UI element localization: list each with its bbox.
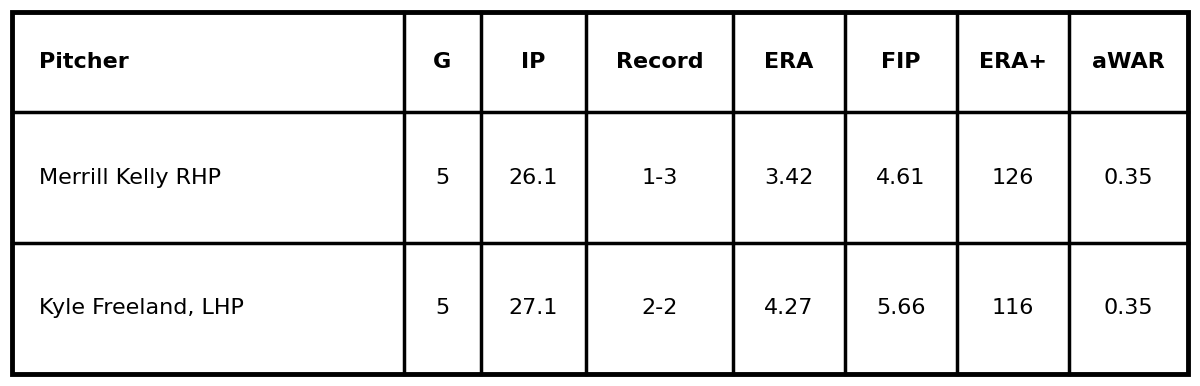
Text: 0.35: 0.35 [1104, 168, 1153, 188]
Text: 5: 5 [436, 298, 450, 318]
Text: 4.61: 4.61 [876, 168, 925, 188]
Text: aWAR: aWAR [1092, 52, 1165, 72]
Text: Merrill Kelly RHP: Merrill Kelly RHP [40, 168, 222, 188]
Text: 3.42: 3.42 [764, 168, 814, 188]
Text: 0.35: 0.35 [1104, 298, 1153, 318]
Text: 5: 5 [436, 168, 450, 188]
Text: 27.1: 27.1 [509, 298, 558, 318]
Text: IP: IP [521, 52, 546, 72]
Text: Pitcher: Pitcher [40, 52, 130, 72]
Text: 1-3: 1-3 [641, 168, 678, 188]
Text: 5.66: 5.66 [876, 298, 925, 318]
Text: Kyle Freeland, LHP: Kyle Freeland, LHP [40, 298, 245, 318]
Text: ERA+: ERA+ [979, 52, 1046, 72]
Text: 26.1: 26.1 [509, 168, 558, 188]
Text: Record: Record [616, 52, 703, 72]
Text: 116: 116 [992, 298, 1034, 318]
Text: FIP: FIP [881, 52, 920, 72]
Text: G: G [433, 52, 451, 72]
Text: ERA: ERA [764, 52, 814, 72]
Text: 126: 126 [992, 168, 1034, 188]
Text: 4.27: 4.27 [764, 298, 814, 318]
Text: 2-2: 2-2 [641, 298, 678, 318]
